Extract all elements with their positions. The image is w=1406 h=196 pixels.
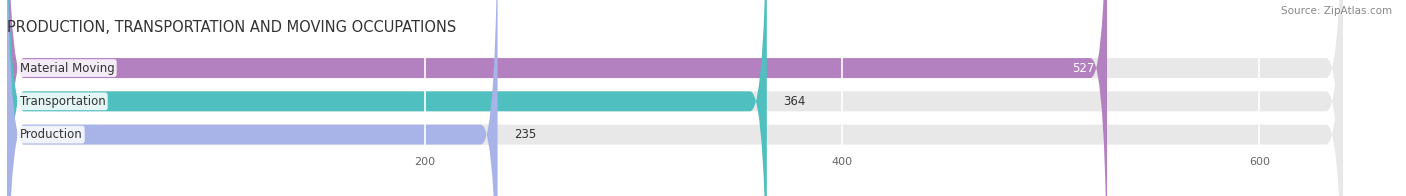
Text: 235: 235 [515, 128, 537, 141]
FancyBboxPatch shape [7, 0, 1343, 196]
Text: Source: ZipAtlas.com: Source: ZipAtlas.com [1281, 6, 1392, 16]
Text: Transportation: Transportation [20, 95, 105, 108]
FancyBboxPatch shape [7, 0, 1107, 196]
FancyBboxPatch shape [7, 0, 1343, 196]
Text: Production: Production [20, 128, 83, 141]
Text: 527: 527 [1073, 62, 1094, 74]
Text: 364: 364 [783, 95, 806, 108]
FancyBboxPatch shape [7, 0, 1343, 196]
FancyBboxPatch shape [7, 0, 498, 196]
Text: PRODUCTION, TRANSPORTATION AND MOVING OCCUPATIONS: PRODUCTION, TRANSPORTATION AND MOVING OC… [7, 20, 457, 35]
FancyBboxPatch shape [7, 0, 766, 196]
Text: Material Moving: Material Moving [20, 62, 114, 74]
